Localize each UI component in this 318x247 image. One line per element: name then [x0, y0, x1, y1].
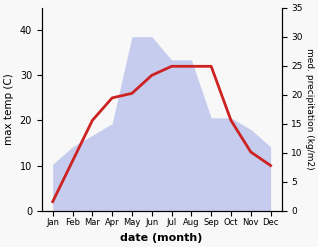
X-axis label: date (month): date (month): [121, 233, 203, 243]
Y-axis label: max temp (C): max temp (C): [4, 73, 14, 145]
Y-axis label: med. precipitation (kg/m2): med. precipitation (kg/m2): [305, 48, 314, 170]
